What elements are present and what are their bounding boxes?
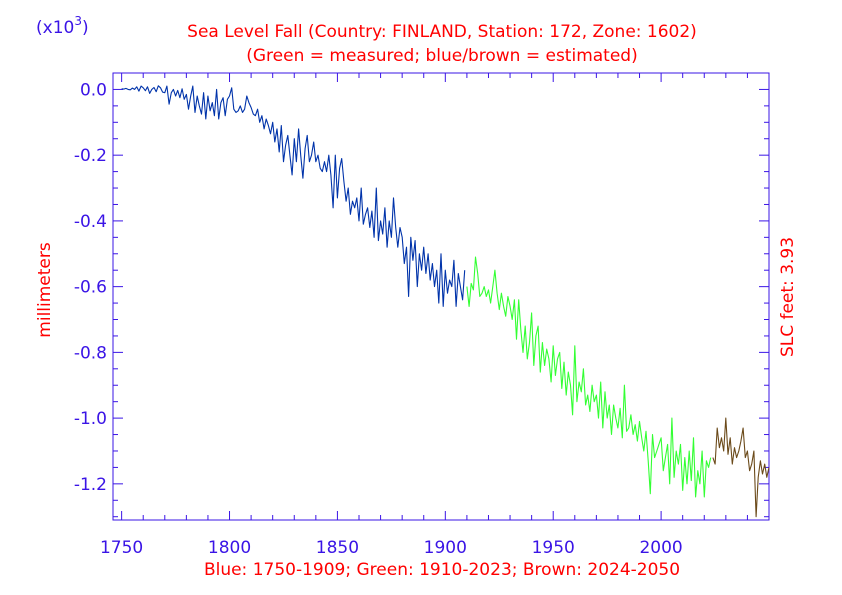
y-tick-label: 0.0 — [80, 80, 107, 100]
y-tick-label: -0.6 — [74, 278, 107, 298]
series-line-brown — [712, 417, 770, 518]
y-tick-label: -1.2 — [74, 475, 107, 495]
axis-tick-labels: 1750 1800 1850 1900 1950 2000 0.0 -0.2 -0.4 -0.6 -… — [74, 80, 683, 558]
x-tick-label: 1950 — [532, 538, 575, 558]
series-line-green — [466, 256, 712, 498]
y-tick-label: -0.4 — [74, 212, 107, 232]
multiplier-close: ) — [82, 18, 89, 38]
y-axis-label: millimeters — [35, 242, 55, 338]
slc-feet-label: SLC feet: 3.93 — [778, 237, 798, 357]
multiplier-exponent: 3 — [74, 14, 82, 28]
x-tick-label: 1850 — [316, 538, 359, 558]
y-tick-label: -0.8 — [74, 343, 107, 363]
y-tick-label: -0.2 — [74, 146, 107, 166]
chart-title: Sea Level Fall (Country: FINLAND, Statio… — [187, 22, 697, 42]
multiplier-base: (x10 — [36, 18, 74, 38]
x-tick-label: 2000 — [639, 538, 682, 558]
y-tick-label: -1.0 — [74, 409, 107, 429]
chart-subtitle: (Green = measured; blue/brown = estimate… — [246, 46, 637, 66]
x-tick-label: 1750 — [100, 538, 143, 558]
x-tick-label: 1800 — [208, 538, 251, 558]
plot-frame — [112, 72, 770, 521]
y-multiplier: (x103) — [36, 14, 89, 38]
series-line-blue — [121, 85, 466, 307]
x-tick-label: 1900 — [424, 538, 467, 558]
axis-ticks — [113, 73, 769, 520]
x-axis-label: Blue: 1750-1909; Green: 1910-2023; Brown… — [204, 560, 680, 580]
series-layer — [121, 85, 770, 518]
